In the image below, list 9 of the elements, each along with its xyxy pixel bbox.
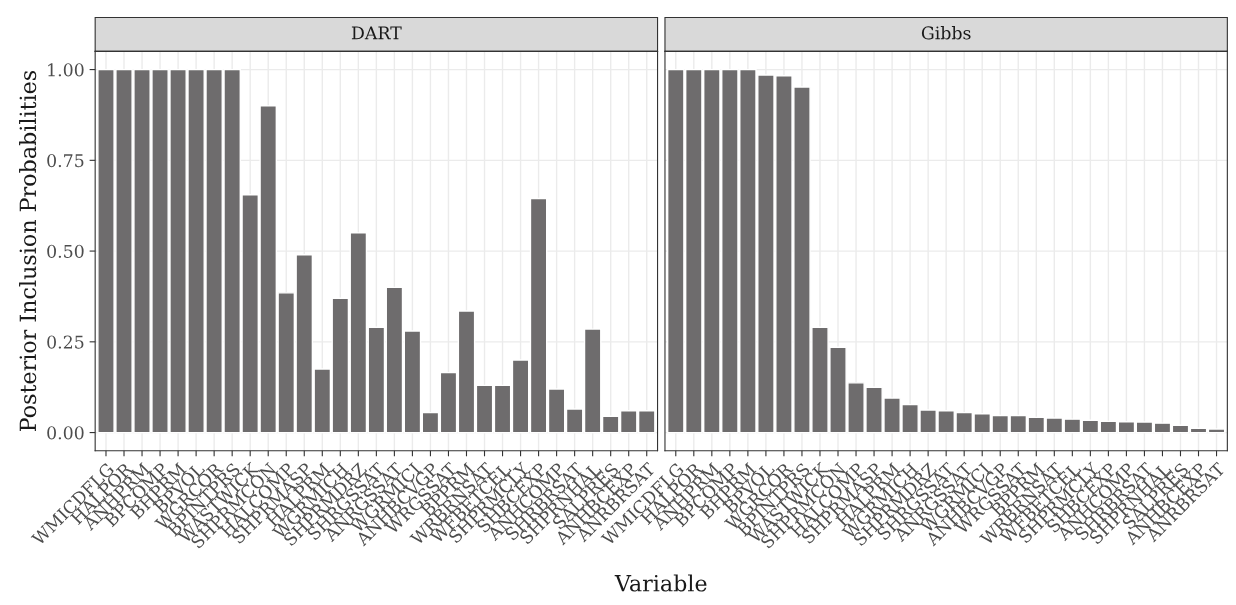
x-axis-title: Variable: [614, 574, 707, 592]
y-tick-label: 0.00: [47, 426, 84, 440]
y-tick-label: 0.50: [47, 244, 84, 258]
y-tick-label: 0.25: [47, 335, 84, 349]
chart-title: DART: [351, 26, 402, 40]
chart-title: Gibbs: [921, 26, 971, 40]
y-tick-label: 0.75: [47, 154, 84, 168]
y-tick-label: 1.00: [48, 63, 84, 77]
y-axis-title: Posterior Inclusion Probabilities: [19, 70, 37, 432]
